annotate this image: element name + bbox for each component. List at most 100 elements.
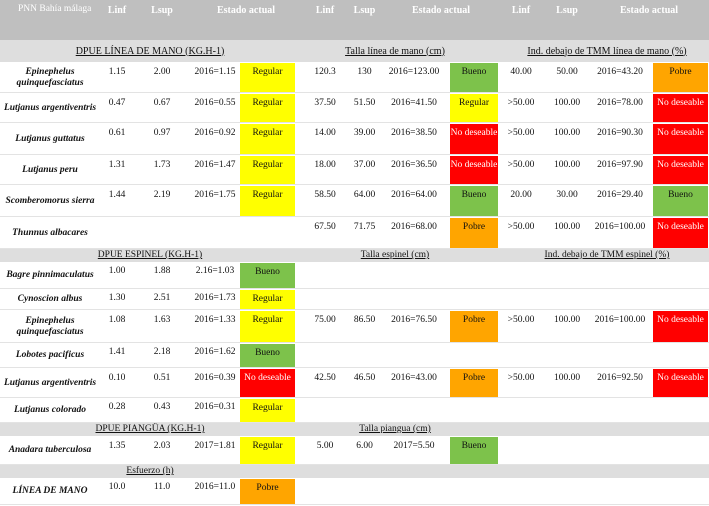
- status-badge: Pobre: [240, 479, 295, 504]
- value-cell: 0.43: [153, 402, 171, 412]
- value-cell: >50.00: [507, 315, 535, 325]
- value-cell: 30.00: [556, 190, 578, 200]
- status-badge: Regular: [240, 124, 295, 154]
- value-cell: 14.00: [314, 128, 336, 138]
- value-cell: 100.00: [553, 98, 581, 108]
- value-cell: >50.00: [507, 373, 535, 383]
- value-cell: 42.50: [314, 373, 336, 383]
- value-cell: 64.00: [353, 190, 376, 200]
- value-cell: 2017=1.81: [194, 441, 236, 451]
- value-cell: 71.75: [353, 222, 376, 232]
- species-name-text: Lutjanus argentiventris: [3, 102, 97, 113]
- value-cell: 2016=1.15: [194, 67, 236, 77]
- status-badge: Regular: [450, 94, 498, 122]
- status-badge: No deseable: [653, 369, 708, 397]
- value-cell: 0.97: [153, 128, 171, 138]
- value-cell: 2016=41.50: [391, 98, 437, 108]
- value-cell: 2016=123.00: [388, 67, 440, 77]
- value-cell: 2016=38.50: [391, 128, 437, 138]
- section-title: Ind. debajo de TMM línea de mano (%): [527, 45, 687, 57]
- value-cell: 2016=64.00: [391, 190, 437, 200]
- value-cell: 2016=0.55: [194, 98, 236, 108]
- value-cell: 2.51: [153, 293, 171, 303]
- row-divider: [0, 309, 709, 310]
- status-badge: Regular: [240, 63, 295, 92]
- species-name-text: Epinephelus quinquefasciatus: [16, 66, 84, 88]
- species-name-text: Thunnus albacares: [12, 227, 88, 238]
- value-cell: 2016=78.00: [597, 98, 643, 108]
- status-badge: No deseable: [240, 369, 295, 397]
- row-divider: [0, 422, 709, 423]
- value-cell: 46.50: [353, 373, 376, 383]
- value-cell: 37.50: [314, 98, 336, 108]
- value-cell: 2016=1.62: [194, 347, 236, 357]
- row-divider: [0, 397, 709, 398]
- section-title: Talla espinel (cm): [360, 250, 430, 260]
- value-cell: 75.00: [314, 315, 336, 325]
- value-cell: 0.61: [108, 128, 126, 138]
- value-cell: 2.16=1.03: [195, 266, 235, 276]
- header-col: Lsup: [556, 5, 578, 16]
- value-cell: 1.35: [108, 441, 126, 451]
- species-name: Lutjanus argentiventris: [0, 93, 100, 123]
- value-cell: 2016=36.50: [391, 160, 437, 170]
- row-divider: [0, 248, 709, 249]
- section-title: Esfuerzo (h): [126, 466, 174, 476]
- value-cell: 2016=1.73: [194, 293, 236, 303]
- species-name-text: Cynoscion albus: [17, 294, 83, 304]
- species-name: Epinephelus quinquefasciatus: [0, 310, 100, 343]
- row-divider: [0, 92, 709, 93]
- value-cell: 1.41: [108, 347, 126, 357]
- value-cell: 0.51: [153, 373, 171, 383]
- section-band: [0, 249, 709, 262]
- value-cell: 2.03: [153, 441, 171, 451]
- section-band: [0, 465, 709, 478]
- value-cell: 2016=76.50: [391, 315, 437, 325]
- value-cell: 50.00: [556, 67, 578, 77]
- value-cell: 100.00: [553, 222, 581, 232]
- value-cell: 0.28: [108, 402, 126, 412]
- value-cell: 1.63: [153, 315, 171, 325]
- species-name-text: Lobotes pacificus: [15, 350, 85, 360]
- value-cell: 1.44: [108, 190, 126, 200]
- header-col: Linf: [511, 5, 531, 16]
- row-divider: [0, 464, 709, 465]
- status-badge: Regular: [240, 437, 295, 464]
- row-divider: [0, 504, 709, 505]
- status-badge: No deseable: [653, 124, 708, 154]
- header-col: Estado actual: [216, 5, 276, 16]
- header-col: Lsup: [353, 5, 376, 16]
- value-cell: >50.00: [507, 128, 535, 138]
- species-name-text: LÍNEA DE MANO: [12, 486, 88, 496]
- row-divider: [0, 216, 709, 217]
- section-title: Talla línea de mano (cm): [345, 45, 445, 57]
- value-cell: >50.00: [507, 222, 535, 232]
- row-divider: [0, 154, 709, 155]
- value-cell: 2016=0.92: [194, 128, 236, 138]
- status-badge: No deseable: [450, 124, 498, 154]
- species-name: Lutjanus peru: [0, 155, 100, 185]
- section-band: [0, 40, 709, 62]
- value-cell: 2016=68.00: [391, 222, 437, 232]
- value-cell: 130: [357, 67, 372, 77]
- value-cell: 51.50: [353, 98, 376, 108]
- value-cell: 100.00: [553, 128, 581, 138]
- value-cell: 2016=1.75: [194, 190, 236, 200]
- value-cell: 2016=1.33: [194, 315, 236, 325]
- value-cell: 58.50: [314, 190, 336, 200]
- species-name: Cynoscion albus: [0, 289, 100, 310]
- header-col: Estado actual: [619, 5, 679, 16]
- value-cell: 39.00: [353, 128, 376, 138]
- value-cell: 2016=11.0: [194, 482, 236, 492]
- value-cell: >50.00: [507, 98, 535, 108]
- section-title: DPUE ESPINEL (KG.H-1): [97, 250, 203, 260]
- header-col: Lsup: [151, 5, 173, 16]
- section-band: [0, 423, 709, 436]
- species-name: Scomberomorus sierra: [0, 185, 100, 217]
- value-cell: 2016=43.20: [597, 67, 643, 77]
- value-cell: 2016=100.00: [594, 222, 646, 232]
- value-cell: 86.50: [353, 315, 376, 325]
- species-name-text: Lutjanus guttatus: [15, 133, 85, 144]
- value-cell: >50.00: [507, 160, 535, 170]
- status-badge: Bueno: [653, 186, 708, 216]
